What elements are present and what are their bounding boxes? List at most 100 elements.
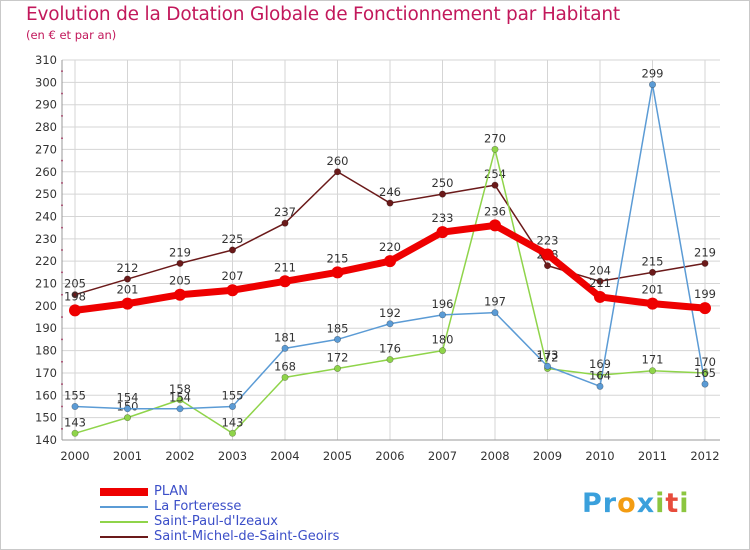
- y-tick-label: 260: [35, 165, 57, 179]
- data-point-plan: [69, 304, 81, 317]
- data-label-saint-paul-d-izeaux: 158: [169, 382, 191, 396]
- legend-swatch-saint-paul: [100, 521, 148, 523]
- x-tick-label: 2006: [375, 449, 404, 463]
- data-label-saint-paul-d-izeaux: 180: [432, 333, 454, 347]
- data-point-la-forteresse: [491, 309, 499, 317]
- data-label-saint-michel-de-saint-geoirs: 260: [327, 154, 349, 168]
- data-point-la-forteresse: [543, 362, 551, 370]
- data-point-plan: [699, 302, 711, 315]
- data-label-plan: 233: [432, 211, 454, 225]
- data-label-plan: 215: [327, 251, 349, 265]
- data-point-saint-michel-de-saint-geoirs: [438, 190, 446, 198]
- y-tick-label: 280: [35, 120, 57, 134]
- data-label-saint-michel-de-saint-geoirs: 215: [642, 254, 664, 268]
- data-point-saint-michel-de-saint-geoirs: [386, 199, 394, 207]
- data-label-la-forteresse: 154: [169, 391, 191, 405]
- data-label-saint-paul-d-izeaux: 171: [642, 353, 664, 367]
- data-point-saint-paul-d-izeaux: [438, 347, 446, 355]
- y-tick-label: 220: [35, 254, 57, 268]
- data-point-saint-paul-d-izeaux: [386, 356, 394, 364]
- legend-swatch-saint-michel: [100, 536, 148, 538]
- legend-label-la-forteresse: La Forteresse: [154, 499, 242, 514]
- legend-swatch-plan: [100, 488, 148, 496]
- x-tick-label: 2004: [270, 449, 299, 463]
- data-label-plan: 201: [642, 283, 664, 297]
- y-tick-label: 290: [35, 98, 57, 112]
- x-tick-label: 2001: [113, 449, 142, 463]
- x-tick-label: 2008: [480, 449, 509, 463]
- data-label-la-forteresse: 181: [274, 330, 296, 344]
- data-point-saint-michel-de-saint-geoirs: [176, 259, 184, 267]
- data-point-la-forteresse: [281, 344, 289, 352]
- x-tick-label: 2010: [585, 449, 614, 463]
- data-point-saint-paul-d-izeaux: [176, 396, 184, 404]
- data-point-saint-michel-de-saint-geoirs: [71, 291, 79, 299]
- data-label-la-forteresse: 165: [694, 366, 716, 380]
- x-tick-label: 2007: [428, 449, 457, 463]
- data-label-saint-michel-de-saint-geoirs: 205: [64, 277, 86, 291]
- data-point-la-forteresse: [71, 402, 79, 410]
- data-label-plan: 223: [537, 233, 559, 247]
- x-tick-label: 2005: [323, 449, 352, 463]
- data-point-saint-paul-d-izeaux: [648, 367, 656, 375]
- data-label-saint-michel-de-saint-geoirs: 219: [694, 245, 716, 259]
- data-label-plan: 220: [379, 240, 401, 254]
- data-label-plan: 211: [589, 276, 611, 290]
- data-label-saint-michel-de-saint-geoirs: 246: [379, 185, 401, 199]
- data-point-plan: [279, 275, 291, 288]
- data-label-la-forteresse: 155: [64, 388, 86, 402]
- data-point-saint-paul-d-izeaux: [71, 429, 79, 437]
- y-tick-label: 200: [35, 299, 57, 313]
- legend-swatch-la-forteresse: [100, 506, 148, 508]
- proxiti-logo: Proxiti: [582, 488, 690, 519]
- data-label-saint-michel-de-saint-geoirs: 225: [222, 232, 244, 246]
- y-tick-label: 270: [35, 142, 57, 156]
- data-point-saint-paul-d-izeaux: [491, 145, 499, 153]
- data-label-plan: 236: [484, 204, 506, 218]
- data-point-la-forteresse: [438, 311, 446, 319]
- data-label-la-forteresse: 154: [117, 391, 139, 405]
- data-point-saint-michel-de-saint-geoirs: [124, 275, 132, 283]
- y-tick-label: 140: [35, 433, 57, 447]
- data-label-saint-paul-d-izeaux: 143: [222, 415, 244, 429]
- data-point-saint-michel-de-saint-geoirs: [648, 268, 656, 276]
- y-tick-label: 300: [35, 75, 57, 89]
- data-label-la-forteresse: 164: [589, 368, 611, 382]
- data-label-saint-paul-d-izeaux: 270: [484, 131, 506, 145]
- data-label-la-forteresse: 192: [379, 306, 401, 320]
- data-label-la-forteresse: 155: [222, 388, 244, 402]
- data-label-saint-michel-de-saint-geoirs: 219: [169, 245, 191, 259]
- data-label-saint-paul-d-izeaux: 176: [379, 342, 401, 356]
- y-tick-label: 170: [35, 366, 57, 380]
- x-tick-label: 2000: [60, 449, 89, 463]
- data-label-la-forteresse: 173: [537, 348, 559, 362]
- legend-label-saint-michel: Saint-Michel-de-Saint-Geoirs: [154, 529, 340, 544]
- data-point-saint-paul-d-izeaux: [124, 414, 132, 422]
- y-tick-label: 160: [35, 388, 57, 402]
- x-tick-label: 2009: [533, 449, 562, 463]
- data-point-la-forteresse: [176, 405, 184, 413]
- legend-label-saint-paul: Saint-Paul-d'Izeaux: [154, 514, 279, 529]
- y-tick-label: 230: [35, 232, 57, 246]
- logo-letter: P: [582, 488, 603, 519]
- logo-letter: x: [636, 488, 656, 519]
- data-point-plan: [541, 248, 554, 261]
- data-label-saint-michel-de-saint-geoirs: 250: [432, 176, 454, 190]
- data-point-saint-michel-de-saint-geoirs: [333, 168, 341, 176]
- data-point-plan: [646, 297, 659, 310]
- data-point-la-forteresse: [229, 402, 237, 410]
- y-tick-label: 310: [35, 53, 57, 67]
- data-point-saint-paul-d-izeaux: [333, 364, 341, 372]
- data-label-plan: 207: [222, 269, 244, 283]
- logo-letter: i: [679, 488, 690, 519]
- data-label-plan: 205: [169, 274, 191, 288]
- data-label-plan: 198: [64, 289, 86, 303]
- x-tick-label: 2011: [638, 449, 667, 463]
- data-point-plan: [174, 288, 186, 301]
- data-label-la-forteresse: 299: [642, 67, 664, 81]
- legend-label-plan: PLAN: [154, 484, 188, 499]
- logo-letter: t: [665, 488, 680, 519]
- data-label-la-forteresse: 197: [484, 295, 506, 309]
- y-tick-label: 150: [35, 411, 57, 425]
